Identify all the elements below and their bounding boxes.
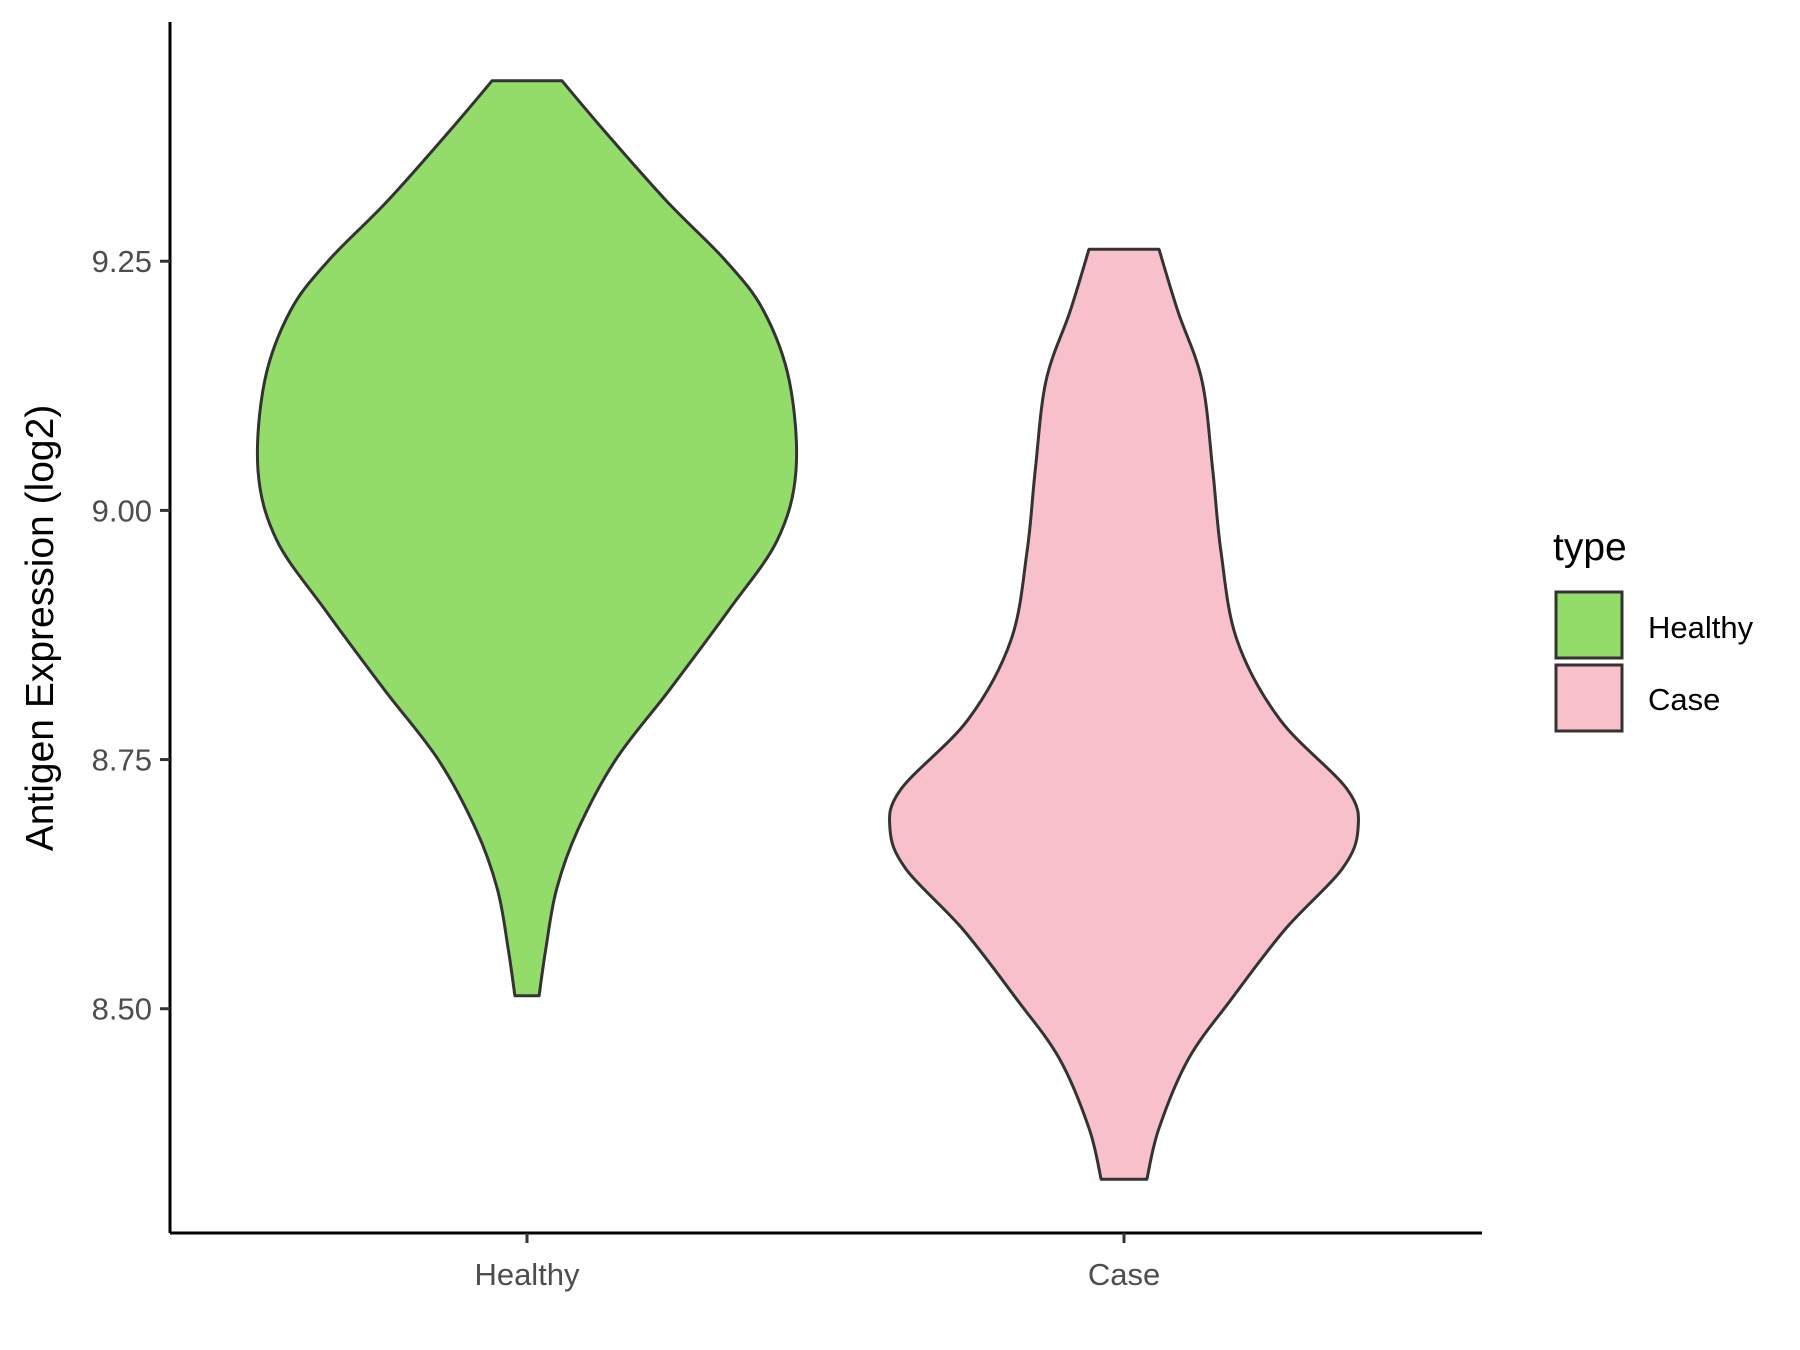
legend-key-healthy (1554, 590, 1624, 660)
violin-healthy (255, 79, 799, 998)
x-axis-ticks: Healthy Case (474, 1233, 1160, 1292)
legend-key-case (1554, 663, 1624, 733)
y-axis-title: Antigen Expression (log2) (19, 405, 62, 852)
legend-title: type (1553, 526, 1627, 569)
y-tick-label: 9.00 (92, 493, 152, 528)
x-tick-label-case: Case (1088, 1257, 1160, 1292)
y-tick-label: 9.25 (92, 244, 152, 279)
y-tick-label: 8.75 (92, 743, 152, 778)
x-tick-label-healthy: Healthy (474, 1257, 580, 1292)
legend-label-case: Case (1648, 682, 1720, 717)
y-axis-ticks: 8.50 8.75 9.00 9.25 (92, 244, 170, 1027)
violin-layer (255, 79, 1361, 1181)
violin-case (887, 247, 1361, 1181)
legend-label-healthy: Healthy (1648, 610, 1754, 645)
legend: type Healthy Case (1553, 526, 1754, 733)
y-tick-label: 8.50 (92, 992, 152, 1027)
